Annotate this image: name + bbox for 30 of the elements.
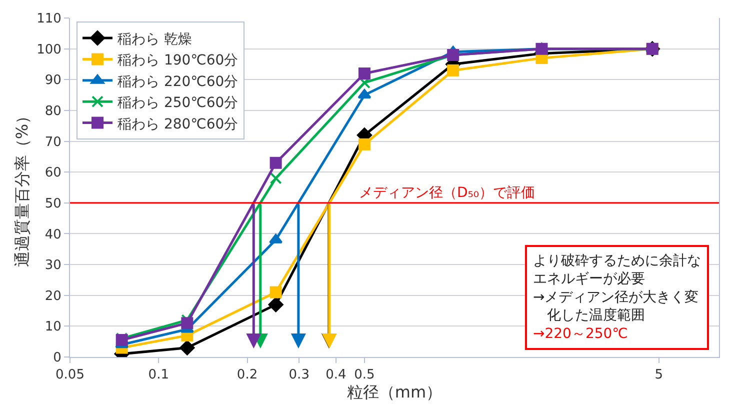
x-axis-title: 粒径（mm） (346, 382, 442, 402)
y-tick-label: 10 (44, 320, 62, 335)
y-tick-label: 60 (44, 166, 62, 181)
annotation: →220～250℃ (533, 326, 628, 342)
y-tick-label: 0 (53, 350, 62, 366)
legend-label: 稲わら 250℃60分 (117, 95, 238, 112)
y-tick-label: 40 (44, 227, 62, 242)
y-tick-label: 30 (44, 258, 62, 274)
y-tick-label: 110 (36, 12, 62, 27)
ref-line-label: メディアン径（D₅₀）で評価 (359, 185, 536, 201)
y-axis-title: 通過質量百分率（%） (12, 108, 32, 268)
y-tick-label: 50 (44, 196, 62, 212)
legend-label: 稲わら 乾燥 (117, 31, 192, 48)
x-tick-label: 0.4 (326, 368, 346, 383)
legend-label: 稲わら 190℃60分 (117, 52, 238, 69)
x-tick-label: 0.5 (354, 368, 375, 383)
y-tick-label: 100 (36, 42, 62, 58)
x-tick-label: 0.05 (56, 368, 84, 383)
y-tick-label: 70 (44, 134, 62, 150)
x-tick-label: 5 (654, 368, 664, 383)
y-tick-label: 80 (44, 104, 62, 119)
y-tick-label: 90 (44, 73, 62, 88)
annotation: より破砕するために余計なエネルギーが必要 (533, 253, 701, 288)
x-tick-label: 0.1 (148, 368, 169, 383)
y-tick-label: 20 (44, 288, 62, 304)
legend-label: 稲わら 220℃60分 (117, 74, 238, 90)
x-tick-label: 0.3 (288, 368, 310, 383)
annotation: →メディアン径が大きく変化した温度範囲 (533, 289, 699, 324)
legend-label: 稲わら 280℃60分 (117, 116, 238, 132)
x-tick-label: 0.2 (236, 368, 258, 383)
